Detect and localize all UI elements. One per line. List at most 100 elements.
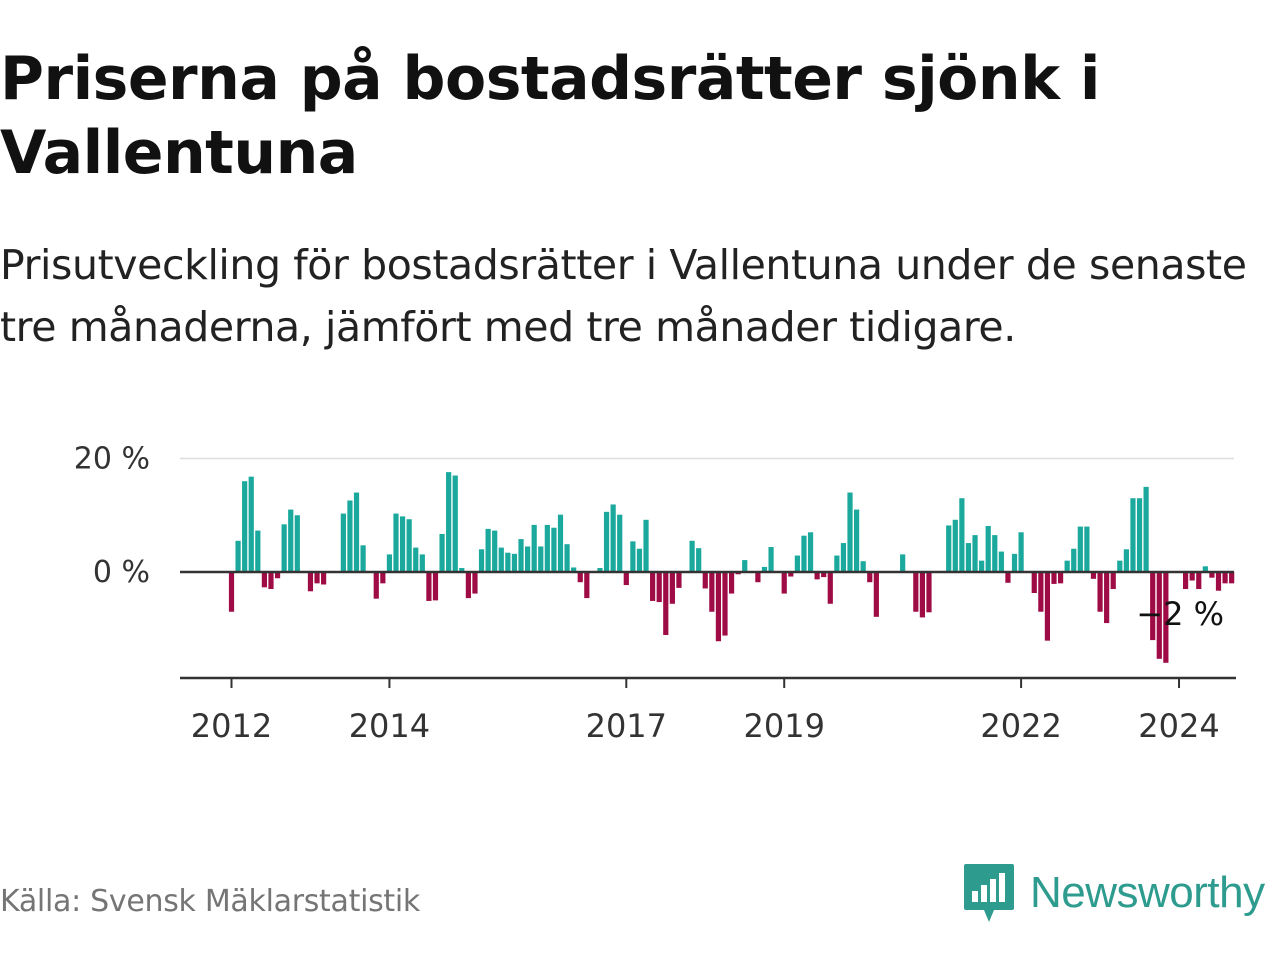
bar [636, 548, 643, 572]
bar [353, 492, 360, 572]
bar [406, 519, 412, 572]
bar [228, 572, 235, 612]
bar [919, 572, 925, 618]
bar [992, 535, 998, 572]
bar [821, 572, 827, 578]
bar [788, 572, 794, 577]
bar [557, 514, 564, 572]
bar [1123, 549, 1129, 572]
bar [715, 572, 722, 642]
bar [847, 492, 853, 572]
bar [946, 525, 952, 572]
bar [242, 481, 248, 572]
bar [1196, 572, 1202, 590]
bar [525, 546, 531, 572]
bar [873, 572, 879, 617]
bar [1051, 572, 1057, 584]
bar [505, 552, 511, 572]
bar [643, 519, 649, 572]
bar [900, 554, 906, 572]
x-tick-label: 2019 [744, 707, 825, 745]
bar [656, 572, 662, 603]
chart-title: Priserna på bostadsrätter sjönk i Vallen… [0, 44, 1100, 188]
bar [564, 544, 570, 572]
x-tick-label: 2017 [586, 707, 667, 745]
bar [1163, 572, 1169, 663]
bar [1084, 526, 1090, 572]
bar [1005, 572, 1011, 583]
bar [959, 498, 965, 572]
bar [413, 547, 419, 572]
bar [1215, 572, 1222, 591]
bar [255, 530, 261, 572]
bar [248, 476, 254, 572]
bar [827, 572, 833, 604]
bar [1222, 572, 1228, 584]
bar [1057, 572, 1064, 584]
bar [1011, 553, 1018, 572]
brand[interactable]: Newsworthy [962, 862, 1265, 924]
bar [380, 572, 386, 584]
bar [1209, 572, 1215, 578]
bar [360, 545, 366, 572]
bar [386, 554, 393, 572]
bar [985, 526, 991, 572]
bar [965, 543, 972, 572]
bar [288, 509, 294, 572]
bar [702, 572, 708, 589]
bar [478, 549, 485, 572]
bar [1136, 498, 1143, 572]
x-tick-label: 2012 [191, 707, 272, 745]
bar [998, 551, 1004, 572]
bar [426, 572, 432, 601]
bar [630, 541, 636, 572]
bar [1130, 498, 1136, 572]
bar [235, 540, 241, 572]
bar [807, 532, 814, 572]
bar [926, 572, 932, 613]
bar [399, 516, 406, 572]
bar [603, 511, 610, 572]
bar [274, 572, 281, 579]
brand-name: Newsworthy [1030, 868, 1265, 917]
bar [1097, 572, 1103, 612]
bar [571, 567, 577, 572]
bar [617, 514, 623, 572]
bar [952, 519, 958, 572]
bar [472, 572, 478, 594]
bar [321, 572, 327, 585]
bar [1064, 560, 1070, 572]
bar [531, 524, 537, 572]
bar [340, 513, 346, 572]
bar [459, 568, 465, 572]
axis-layer: 0 % 20 % 2012 2014 2017 2019 2022 2024 −2 % [74, 442, 1236, 745]
bar [1104, 572, 1110, 624]
bar [1156, 572, 1162, 659]
bar [755, 572, 761, 583]
bar [676, 572, 682, 588]
bar [650, 572, 656, 601]
bar [781, 572, 787, 594]
bar [742, 560, 748, 572]
bar [689, 540, 695, 572]
bar [794, 555, 800, 572]
bar [1229, 572, 1235, 584]
bar [314, 572, 320, 584]
bar [439, 533, 445, 572]
bar [492, 530, 498, 572]
x-tick-label: 2014 [349, 707, 430, 745]
bar [551, 527, 557, 572]
bar [597, 568, 603, 572]
bar [610, 504, 616, 572]
bar [663, 572, 669, 635]
bar [498, 547, 504, 572]
source-note: Källa: Svensk Mäklarstatistik [0, 884, 421, 919]
bar [584, 572, 590, 599]
bar [972, 535, 978, 572]
chart-subtitle: Prisutveckling för bostadsrätter i Valle… [0, 241, 1247, 351]
bar [854, 509, 860, 572]
y-tick-label: 0 % [93, 555, 150, 590]
bar [465, 572, 471, 599]
bar [419, 554, 425, 572]
bar [840, 543, 847, 572]
